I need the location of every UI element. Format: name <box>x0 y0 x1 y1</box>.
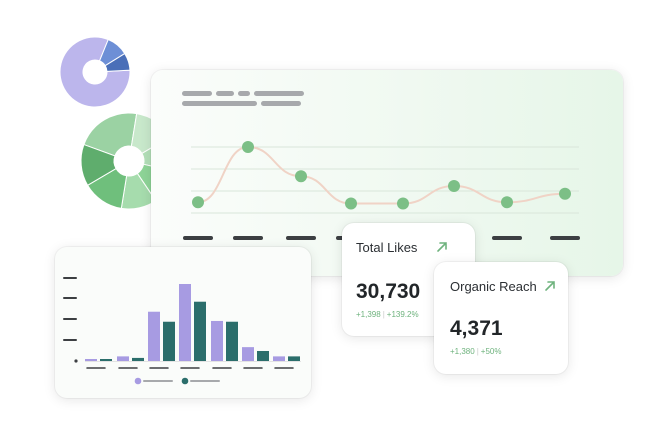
bar <box>257 350 269 361</box>
bar <box>288 356 300 361</box>
legend-swatch <box>134 377 142 385</box>
arrow-up-right-icon <box>545 281 555 291</box>
bar <box>242 347 254 361</box>
bar <box>148 311 160 361</box>
data-point <box>192 196 204 209</box>
title-placeholder <box>216 91 234 96</box>
organic-reach-card: Organic Reach 4,371 +1,380 | +50% <box>434 262 568 374</box>
series-line <box>197 145 566 205</box>
bar <box>163 321 175 361</box>
organic-reach-delta: +1,380 | +50% <box>450 347 502 356</box>
bar-chart <box>63 277 301 385</box>
total-likes-delta: +1,398 | +139.2% <box>356 310 419 319</box>
bar <box>100 359 112 361</box>
bar <box>179 284 191 361</box>
axis-origin <box>74 359 78 363</box>
data-point <box>345 197 357 210</box>
data-point <box>242 141 254 153</box>
title-placeholder <box>182 91 212 96</box>
title-placeholder <box>238 91 250 96</box>
arrow-up-right-icon <box>437 242 447 252</box>
total-likes-value: 30,730 <box>356 280 421 303</box>
data-point <box>397 197 409 210</box>
organic-reach-delta-pct: +50% <box>480 347 502 356</box>
donut-slice <box>80 143 117 186</box>
small-donut-chart <box>59 36 131 108</box>
total-likes-delta-abs: +1,398 <box>356 310 381 319</box>
bar <box>132 357 144 361</box>
data-point <box>448 180 460 192</box>
organic-reach-delta-abs: +1,380 <box>450 347 475 356</box>
bar <box>211 320 223 361</box>
data-point <box>559 187 571 200</box>
subtitle-placeholder <box>182 101 257 106</box>
organic-reach-value: 4,371 <box>450 317 503 340</box>
subtitle-placeholder <box>261 101 301 106</box>
donut-slice <box>59 36 131 108</box>
bar <box>194 301 206 361</box>
bar <box>226 321 238 361</box>
total-likes-title: Total Likes <box>356 240 418 255</box>
bar-chart-card <box>55 247 311 398</box>
legend-swatch <box>181 377 189 385</box>
data-point <box>295 170 307 183</box>
bar <box>273 356 285 361</box>
bar <box>117 356 129 361</box>
bar <box>85 359 97 361</box>
donut-slice <box>83 112 138 157</box>
donut-slice <box>104 52 131 72</box>
data-point <box>501 196 513 209</box>
total-likes-delta-pct: +139.2% <box>386 310 419 319</box>
title-placeholder <box>254 91 304 96</box>
organic-reach-title: Organic Reach <box>450 279 537 294</box>
